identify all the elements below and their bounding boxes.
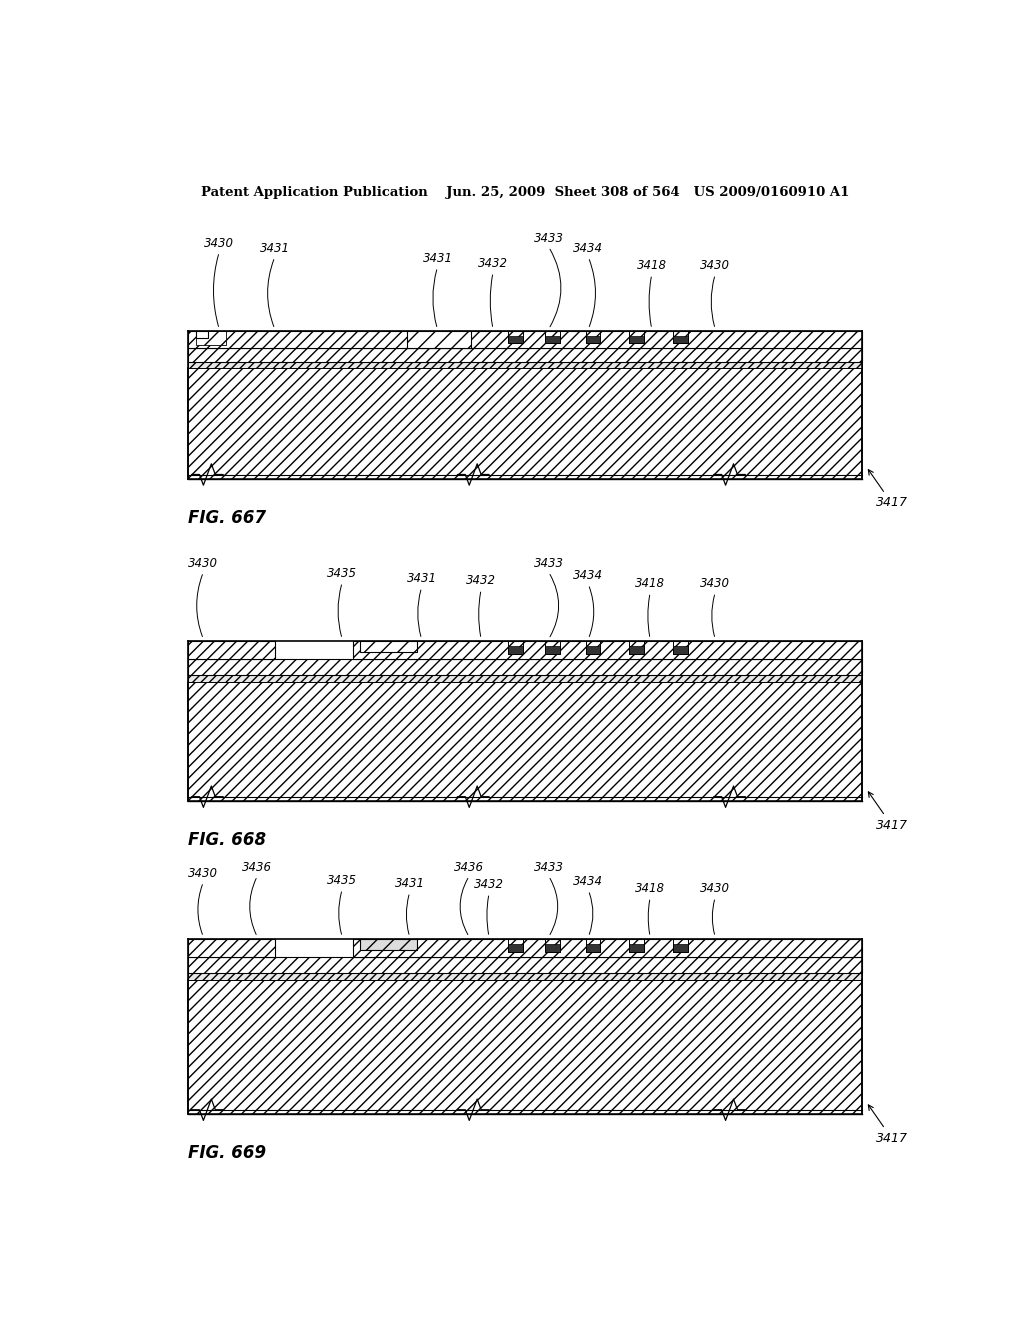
Text: 3431: 3431: [423, 252, 453, 265]
Text: 3432: 3432: [478, 257, 508, 271]
Bar: [359, 642, 417, 652]
Bar: [630, 642, 644, 653]
Bar: [187, 660, 862, 676]
Text: FIG. 668: FIG. 668: [187, 832, 265, 849]
Bar: [545, 939, 560, 952]
Text: 3417: 3417: [868, 1105, 907, 1144]
Bar: [508, 647, 523, 653]
Text: 3418: 3418: [635, 577, 666, 590]
Text: 3417: 3417: [868, 470, 907, 510]
Bar: [630, 331, 644, 343]
Bar: [673, 944, 688, 952]
Text: 3418: 3418: [637, 259, 667, 272]
Bar: [196, 331, 208, 338]
Bar: [187, 642, 275, 660]
Text: 3434: 3434: [573, 242, 603, 255]
Bar: [187, 979, 862, 1114]
Text: 3433: 3433: [534, 557, 563, 570]
Bar: [508, 944, 523, 952]
Text: 3417: 3417: [868, 792, 907, 832]
Bar: [586, 337, 600, 343]
Bar: [630, 939, 644, 952]
Bar: [187, 362, 862, 368]
Bar: [630, 647, 644, 653]
Bar: [353, 939, 862, 957]
Bar: [187, 682, 862, 801]
Text: 3433: 3433: [534, 861, 563, 874]
Bar: [187, 348, 862, 362]
Bar: [586, 647, 600, 653]
Bar: [673, 331, 688, 343]
Bar: [545, 647, 560, 653]
Bar: [586, 642, 600, 653]
Bar: [187, 331, 862, 348]
Text: 3432: 3432: [474, 878, 504, 891]
Text: 3430: 3430: [700, 882, 730, 895]
Text: 3432: 3432: [466, 574, 497, 587]
Bar: [187, 676, 862, 682]
Text: 3433: 3433: [534, 232, 563, 244]
Text: 3434: 3434: [573, 875, 603, 888]
Bar: [545, 642, 560, 653]
Bar: [673, 647, 688, 653]
Bar: [673, 642, 688, 653]
Text: 3430: 3430: [204, 236, 234, 249]
Text: 3430: 3430: [188, 557, 218, 570]
Bar: [586, 939, 600, 952]
Bar: [508, 331, 523, 343]
Text: 3431: 3431: [407, 573, 436, 585]
Bar: [586, 944, 600, 952]
Bar: [545, 944, 560, 952]
Bar: [630, 944, 644, 952]
Bar: [508, 337, 523, 343]
Text: FIG. 667: FIG. 667: [187, 510, 265, 527]
Text: 3434: 3434: [573, 569, 603, 582]
Bar: [508, 939, 523, 952]
Text: 3430: 3430: [700, 259, 730, 272]
Bar: [187, 957, 862, 973]
Text: 3431: 3431: [260, 242, 290, 255]
Text: 3435: 3435: [328, 568, 357, 581]
Text: Patent Application Publication    Jun. 25, 2009  Sheet 308 of 564   US 2009/0160: Patent Application Publication Jun. 25, …: [201, 186, 849, 199]
Text: 3430: 3430: [700, 577, 730, 590]
Bar: [545, 337, 560, 343]
Text: 3436: 3436: [243, 861, 272, 874]
Text: 3436: 3436: [455, 861, 484, 874]
Text: 3431: 3431: [394, 878, 425, 890]
Bar: [673, 939, 688, 952]
Text: 3430: 3430: [188, 867, 218, 880]
Bar: [196, 331, 226, 345]
Bar: [187, 973, 862, 979]
Bar: [187, 368, 862, 479]
Bar: [586, 331, 600, 343]
Bar: [508, 642, 523, 653]
Bar: [630, 337, 644, 343]
Bar: [407, 331, 471, 348]
Bar: [187, 939, 275, 957]
Bar: [545, 331, 560, 343]
Bar: [673, 337, 688, 343]
Bar: [359, 939, 417, 950]
Text: 3418: 3418: [635, 882, 666, 895]
Bar: [353, 642, 862, 660]
Text: 3435: 3435: [328, 874, 357, 887]
Text: FIG. 669: FIG. 669: [187, 1144, 265, 1163]
